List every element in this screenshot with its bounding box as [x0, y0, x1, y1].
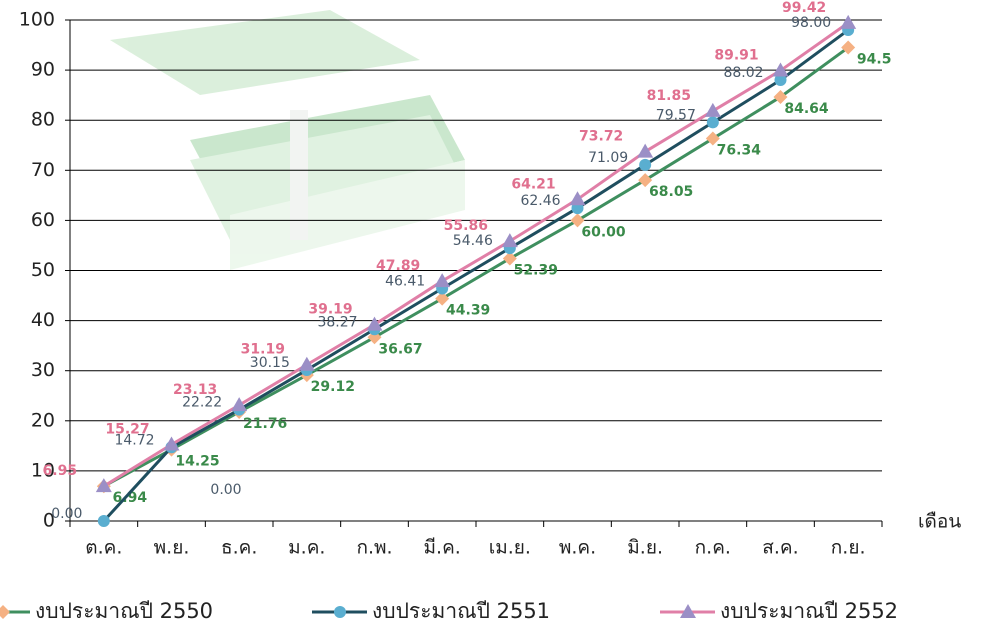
value-label: 14.72 [114, 432, 154, 448]
marker [501, 233, 518, 248]
marker [705, 131, 720, 146]
x-tick-label: ส.ค. [762, 537, 798, 559]
value-label: 39.19 [308, 302, 352, 318]
series-line [103, 21, 850, 488]
marker [638, 173, 653, 188]
y-tick-label: 80 [31, 109, 55, 131]
y-tick-label: 30 [31, 359, 55, 381]
marker [639, 158, 652, 171]
value-label: 73.72 [579, 129, 623, 145]
marker [772, 62, 789, 77]
marker [231, 397, 248, 412]
value-label: 89.91 [714, 48, 758, 64]
value-label: 54.46 [453, 233, 493, 249]
value-label: 71.09 [588, 150, 628, 166]
x-tick-label: ก.ค. [695, 537, 731, 559]
legend-label: งบประมาณปี 2551 [372, 599, 550, 623]
y-tick-label: 10 [31, 459, 55, 481]
marker [680, 604, 696, 618]
value-label: 99.42 [782, 0, 826, 16]
marker [366, 316, 383, 331]
marker [95, 478, 112, 493]
legend-label: งบประมาณปี 2550 [35, 599, 213, 623]
value-label: 6.95 [43, 463, 78, 479]
value-label: 47.89 [376, 258, 420, 274]
annotation: 0.00 [210, 482, 241, 498]
value-label: 22.22 [182, 395, 222, 411]
value-label: 62.46 [520, 193, 560, 209]
value-label: 31.19 [241, 342, 285, 358]
marker [569, 191, 586, 206]
marker [773, 89, 788, 104]
value-label: 64.21 [511, 176, 555, 192]
value-label: 30.15 [250, 355, 290, 371]
x-tick-label: ธ.ค. [221, 537, 257, 559]
x-tick-label: ก.ย. [831, 537, 866, 559]
value-label: 21.76 [243, 416, 287, 432]
series-line [102, 28, 850, 523]
marker [435, 291, 450, 306]
value-label: 98.00 [791, 15, 831, 31]
x-tick-label: พ.ค. [559, 537, 596, 559]
marker [163, 436, 180, 451]
x-tick-label: ม.ค. [288, 537, 325, 559]
value-label: 94.5 [857, 52, 892, 68]
x-tick-label: เม.ย. [489, 537, 531, 559]
y-tick-label: 40 [31, 309, 55, 331]
x-tick-label: มิ.ย. [627, 537, 663, 559]
legend-label: งบประมาณปี 2552 [720, 599, 898, 623]
x-tick-label: ต.ค. [85, 537, 122, 559]
y-tick-label: 70 [31, 159, 55, 181]
value-label: 29.12 [311, 379, 355, 395]
value-label: 23.13 [173, 382, 217, 398]
value-label: 15.27 [105, 421, 149, 437]
marker [637, 143, 654, 158]
marker [841, 40, 856, 55]
x-tick-label: พ.ย. [154, 537, 190, 559]
value-label: 36.67 [378, 341, 422, 357]
value-label: 55.86 [444, 218, 488, 234]
y-tick-label: 60 [31, 209, 55, 231]
marker [298, 356, 315, 371]
y-tick-label: 100 [19, 9, 55, 31]
value-label: 38.27 [317, 314, 357, 330]
marker [774, 74, 787, 87]
value-label: 79.57 [656, 107, 696, 123]
y-tick-label: 20 [31, 409, 55, 431]
value-label: 60.00 [581, 224, 626, 240]
value-label: 68.05 [649, 184, 693, 200]
value-label: 44.39 [446, 303, 490, 319]
money-illustration [110, 10, 465, 270]
value-label: 0.00 [51, 506, 82, 522]
marker [840, 14, 857, 29]
marker [706, 116, 719, 129]
x-tick-label: ก.พ. [356, 537, 392, 559]
y-tick-label: 90 [31, 59, 55, 81]
value-label: 81.85 [647, 88, 691, 104]
marker [334, 606, 346, 618]
marker [0, 605, 10, 619]
marker [502, 251, 517, 266]
x-tick-label: มี.ค. [424, 537, 461, 559]
marker [704, 102, 721, 117]
value-label: 84.64 [784, 101, 829, 117]
value-label: 14.25 [175, 454, 219, 470]
value-label: 88.02 [723, 65, 763, 81]
series-line [103, 46, 850, 488]
marker [97, 515, 110, 527]
marker [434, 273, 451, 288]
marker [570, 213, 585, 228]
y-tick-label: 50 [31, 259, 55, 281]
value-label: 52.39 [514, 263, 558, 279]
x-axis-title: เดือน [918, 511, 961, 533]
value-label: 76.34 [717, 143, 762, 159]
value-label: 46.41 [385, 273, 425, 289]
y-tick-label: 0 [43, 510, 55, 532]
